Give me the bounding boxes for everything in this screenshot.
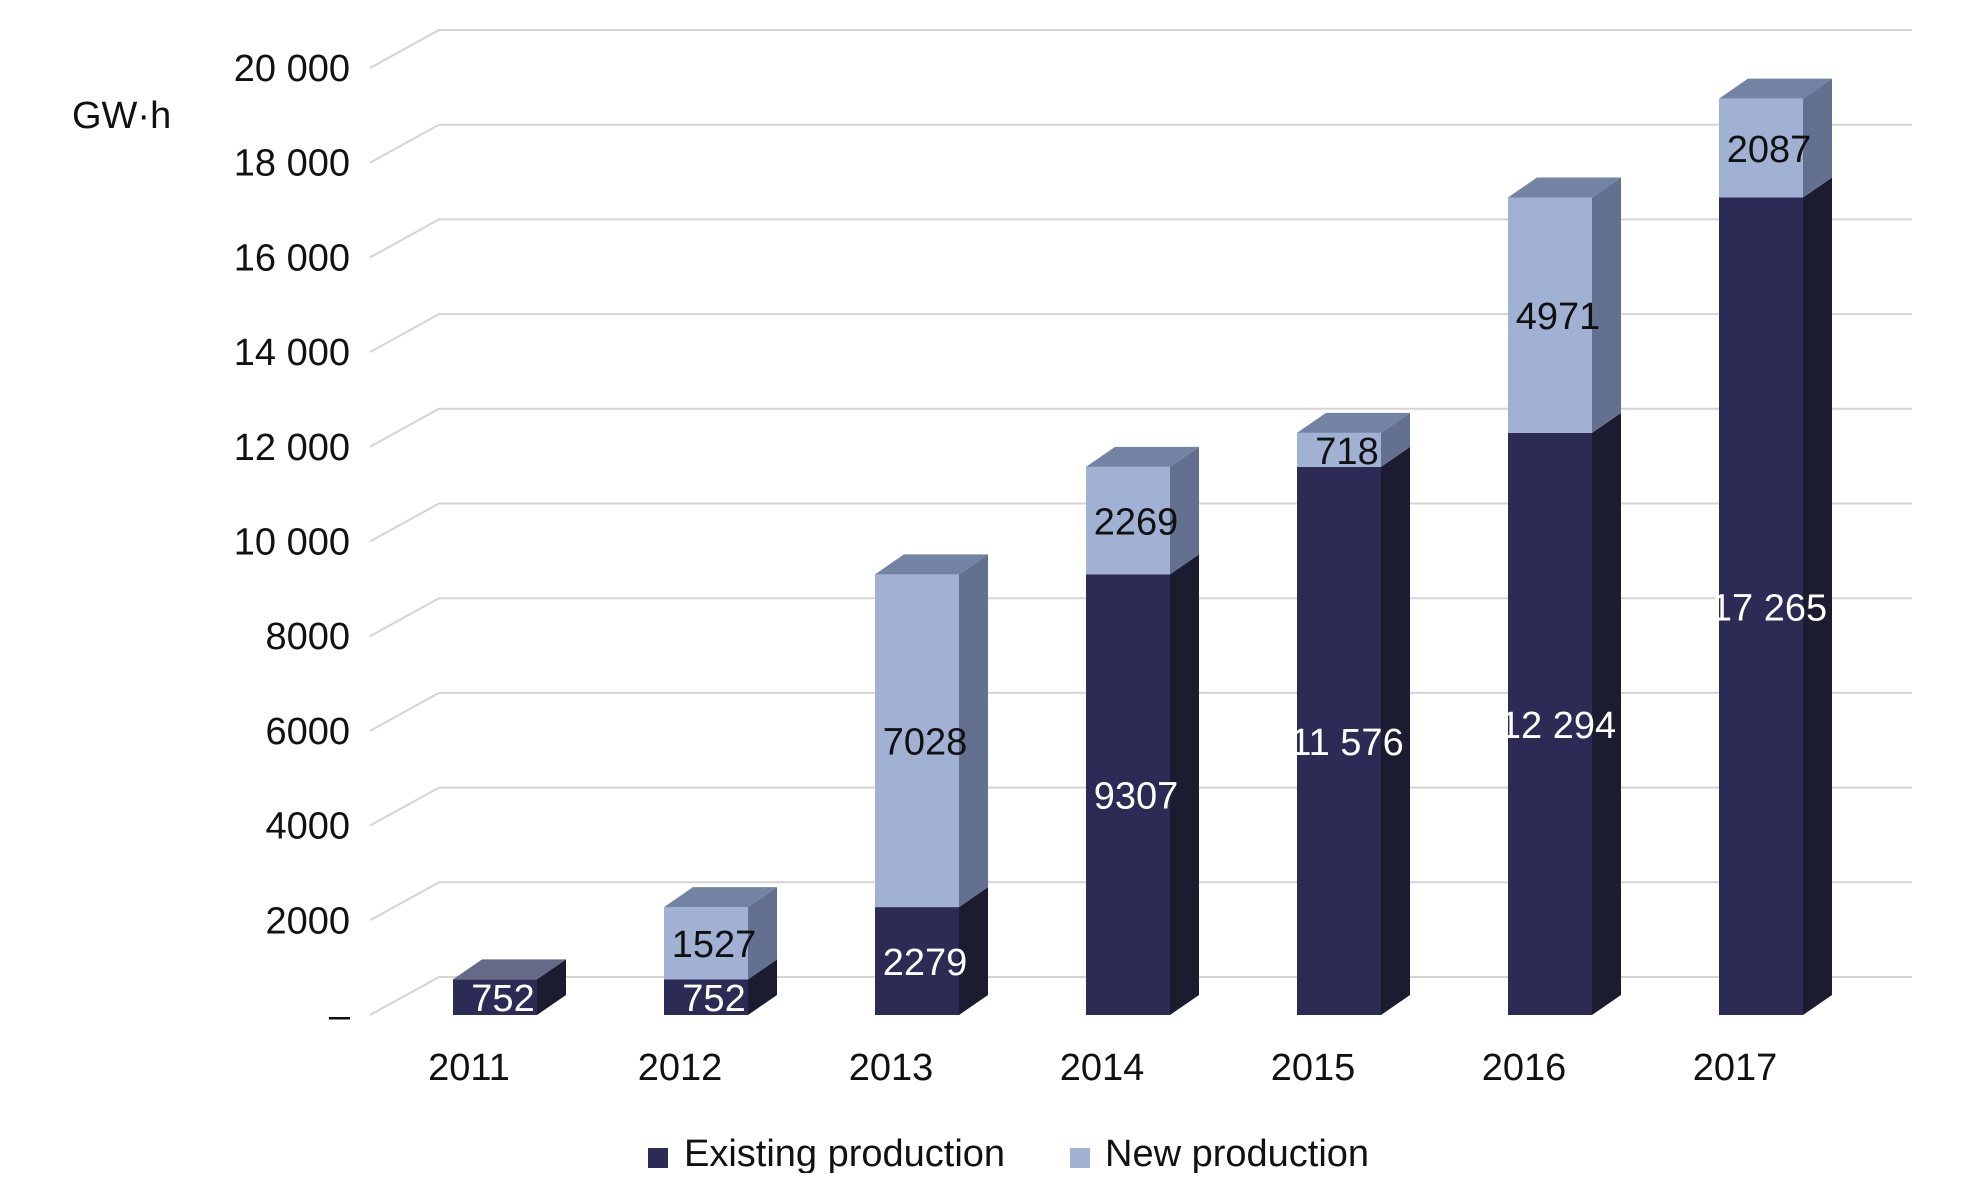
bar-side-2013-0 bbox=[959, 887, 988, 1015]
gridline-diagonal bbox=[369, 407, 440, 448]
gridline-diagonal bbox=[369, 881, 440, 922]
bar-side-2017-0 bbox=[1803, 177, 1832, 1015]
data-label-2013-new: 7028 bbox=[883, 722, 968, 764]
y-tick-label: 16 000 bbox=[234, 237, 350, 279]
bar-side-2014-0 bbox=[1170, 554, 1199, 1015]
gridline-diagonal bbox=[369, 218, 440, 259]
legend: Existing production New production bbox=[648, 1133, 1369, 1175]
bar-side-2014-1 bbox=[1170, 446, 1199, 575]
y-tick-label: 18 000 bbox=[234, 143, 350, 185]
y-tick-label: 2000 bbox=[265, 900, 350, 942]
legend-label-new: New production bbox=[1105, 1133, 1369, 1173]
gridline-diagonal bbox=[369, 976, 440, 1016]
data-label-2015-new: 718 bbox=[1315, 431, 1378, 473]
bar-top-2017 bbox=[1719, 78, 1832, 99]
y-axis-ticks: – 2000 4000 6000 8000 10 000 12 000 14 000 16 00… bbox=[234, 48, 351, 1037]
gridline-diagonal bbox=[369, 29, 440, 69]
x-tick-label: 2011 bbox=[428, 1047, 510, 1089]
data-label-2017-new: 2087 bbox=[1727, 129, 1812, 171]
data-label-2012-new: 1527 bbox=[672, 924, 757, 966]
bar-side-2015-0 bbox=[1381, 446, 1410, 1015]
gridline-diagonal bbox=[369, 692, 440, 732]
bar-2017-new bbox=[1719, 98, 1803, 198]
bar-top-2016 bbox=[1508, 177, 1621, 198]
bar-2017-existing bbox=[1719, 197, 1803, 1015]
bar-side-2012-1 bbox=[748, 887, 777, 980]
bar-2015-existing bbox=[1297, 466, 1381, 1015]
bar-2016-existing bbox=[1508, 432, 1592, 1015]
x-tick-label: 2012 bbox=[638, 1047, 723, 1089]
x-tick-label: 2015 bbox=[1271, 1047, 1356, 1089]
gridline-diagonal bbox=[369, 597, 440, 638]
bar-top-2011 bbox=[453, 959, 566, 980]
legend-swatch-existing bbox=[648, 1148, 668, 1168]
y-tick-label: 4000 bbox=[265, 806, 350, 848]
data-label-2013-existing: 2279 bbox=[883, 942, 968, 984]
bar-side-2016-1 bbox=[1592, 177, 1621, 433]
bar-2015-new bbox=[1297, 432, 1381, 467]
y-tick-label: 14 000 bbox=[234, 332, 350, 374]
bar-2012-new bbox=[664, 907, 748, 980]
bar-2014-existing bbox=[1086, 574, 1170, 1015]
bar-2011-existing bbox=[453, 979, 537, 1015]
y-tick-label: 12 000 bbox=[234, 427, 350, 469]
bars: 752 752 1527 2279 7028 9307 2269 11 576 718 12 29… bbox=[453, 78, 1832, 1020]
y-tick-label: – bbox=[329, 995, 351, 1037]
x-tick-label: 2013 bbox=[849, 1047, 934, 1089]
data-label-2011-existing: 752 bbox=[471, 978, 534, 1020]
bar-2013-new bbox=[875, 574, 959, 908]
data-label-2016-existing: 12 294 bbox=[1500, 705, 1616, 747]
bar-top-2013 bbox=[875, 554, 988, 575]
y-tick-label: 8000 bbox=[265, 616, 350, 658]
y-tick-label: 6000 bbox=[265, 711, 350, 753]
data-label-2016-new: 4971 bbox=[1516, 296, 1601, 338]
x-axis-categories: 2011 2012 2013 2014 2015 2016 2017 bbox=[428, 1047, 1777, 1089]
x-tick-label: 2014 bbox=[1060, 1047, 1145, 1089]
bar-side-2016-0 bbox=[1592, 412, 1621, 1015]
gridline-diagonal bbox=[369, 502, 440, 543]
bar-side-2011-0 bbox=[537, 959, 566, 1015]
bar-side-2015-1 bbox=[1381, 412, 1410, 467]
x-tick-label: 2016 bbox=[1482, 1047, 1567, 1089]
data-label-2012-existing: 752 bbox=[682, 978, 745, 1020]
legend-label-existing: Existing production bbox=[684, 1133, 1005, 1173]
x-tick-label: 2017 bbox=[1693, 1047, 1778, 1089]
bar-side-2012-0 bbox=[748, 959, 777, 1015]
legend-swatch-new bbox=[1070, 1148, 1090, 1168]
y-axis-label: GW·h bbox=[72, 95, 171, 137]
data-label-2015-existing: 11 576 bbox=[1290, 722, 1403, 764]
data-label-2017-existing: 17 265 bbox=[1711, 587, 1827, 629]
bar-top-2012 bbox=[664, 887, 777, 908]
bar-side-2013-1 bbox=[959, 554, 988, 908]
bar-2014-new bbox=[1086, 466, 1170, 575]
bar-top-2015 bbox=[1297, 412, 1410, 433]
gridline-diagonal bbox=[369, 123, 440, 164]
bar-side-2017-1 bbox=[1803, 78, 1832, 198]
data-label-2014-existing: 9307 bbox=[1094, 776, 1179, 818]
bar-2012-existing bbox=[664, 979, 748, 1015]
y-tick-label: 20 000 bbox=[234, 48, 350, 90]
gridline-diagonal bbox=[369, 786, 440, 827]
data-label-2014-new: 2269 bbox=[1094, 502, 1179, 544]
y-tick-label: 10 000 bbox=[234, 522, 350, 564]
gridline-diagonal bbox=[369, 313, 440, 353]
bar-2013-existing bbox=[875, 907, 959, 1015]
bar-2016-new bbox=[1508, 197, 1592, 433]
bar-top-2014 bbox=[1086, 446, 1199, 467]
